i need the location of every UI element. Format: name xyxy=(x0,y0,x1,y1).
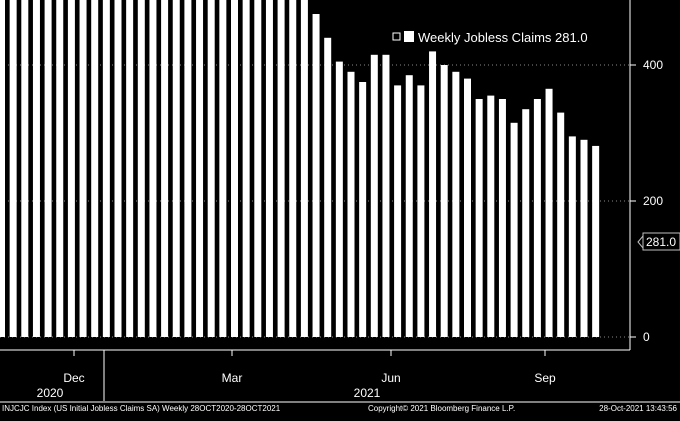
bar xyxy=(382,54,390,338)
bar xyxy=(475,99,483,337)
bar xyxy=(568,136,576,337)
bar xyxy=(56,0,64,337)
bar xyxy=(545,88,553,337)
bar xyxy=(219,0,227,338)
bar xyxy=(487,95,495,337)
bar xyxy=(265,0,273,338)
bar xyxy=(429,51,437,338)
bar xyxy=(498,99,506,337)
bar xyxy=(289,0,297,338)
bar xyxy=(557,112,565,337)
bar xyxy=(231,0,238,337)
bar xyxy=(533,99,541,337)
y-tick-label: 200 xyxy=(643,194,663,208)
bar xyxy=(0,0,5,338)
bar xyxy=(21,0,29,337)
bar xyxy=(324,37,332,338)
legend-label: Weekly Jobless Claims 281.0 xyxy=(418,30,588,45)
bar xyxy=(394,85,402,338)
last-value-box xyxy=(642,232,680,251)
bar xyxy=(464,78,471,337)
x-tick-label: Dec xyxy=(63,371,84,385)
x-tick-label: Sep xyxy=(534,371,556,385)
footer-timestamp: 28-Oct-2021 13:43:56 xyxy=(599,404,677,413)
bar xyxy=(580,139,588,337)
last-value-label: 281.0 xyxy=(646,235,676,249)
bar xyxy=(172,0,180,337)
bar xyxy=(242,0,250,337)
footer: INJCJC Index (US Initial Jobless Claims … xyxy=(2,404,678,413)
bar xyxy=(440,65,448,337)
x-tick-label: Mar xyxy=(222,371,243,385)
x-year-label: 2020 xyxy=(37,386,64,400)
bar xyxy=(67,0,75,337)
footer-copyright: Copyright© 2021 Bloomberg Finance L.P. xyxy=(368,404,515,413)
bar xyxy=(161,0,169,337)
axes: 0200400600800DecMarJunSep20202021 xyxy=(0,0,680,403)
bar xyxy=(137,0,145,337)
bar xyxy=(405,75,413,337)
bar xyxy=(79,0,87,337)
bar xyxy=(277,0,285,338)
bar xyxy=(347,71,355,338)
bar xyxy=(359,82,367,337)
bar xyxy=(370,54,378,338)
bar xyxy=(592,145,600,337)
checkbox-icon[interactable] xyxy=(392,32,401,41)
bar xyxy=(44,0,52,338)
footer-source: INJCJC Index (US Initial Jobless Claims … xyxy=(2,404,281,413)
bar xyxy=(149,0,157,337)
bar xyxy=(207,0,215,338)
bar xyxy=(114,0,122,337)
bar xyxy=(417,85,425,338)
bar xyxy=(102,0,110,338)
bar xyxy=(452,71,460,338)
bar xyxy=(9,0,17,337)
bar xyxy=(126,0,134,337)
y-tick-label: 0 xyxy=(643,330,650,344)
bar-series xyxy=(0,0,600,338)
legend[interactable]: Weekly Jobless Claims 281.0 xyxy=(387,24,599,50)
legend-swatch xyxy=(404,31,414,42)
bar xyxy=(254,0,262,338)
bar xyxy=(184,0,192,337)
y-tick-label: 400 xyxy=(643,58,663,72)
bar xyxy=(32,0,40,337)
bar xyxy=(522,109,530,337)
bar xyxy=(510,122,518,337)
legend-box xyxy=(387,24,599,50)
bar xyxy=(335,61,343,337)
bar xyxy=(91,0,99,338)
x-tick-label: Jun xyxy=(381,371,400,385)
last-value-badge: 281.0 xyxy=(637,232,680,251)
x-year-label: 2021 xyxy=(354,386,381,400)
bar xyxy=(196,0,204,337)
bar xyxy=(300,0,308,337)
bar xyxy=(312,14,320,337)
